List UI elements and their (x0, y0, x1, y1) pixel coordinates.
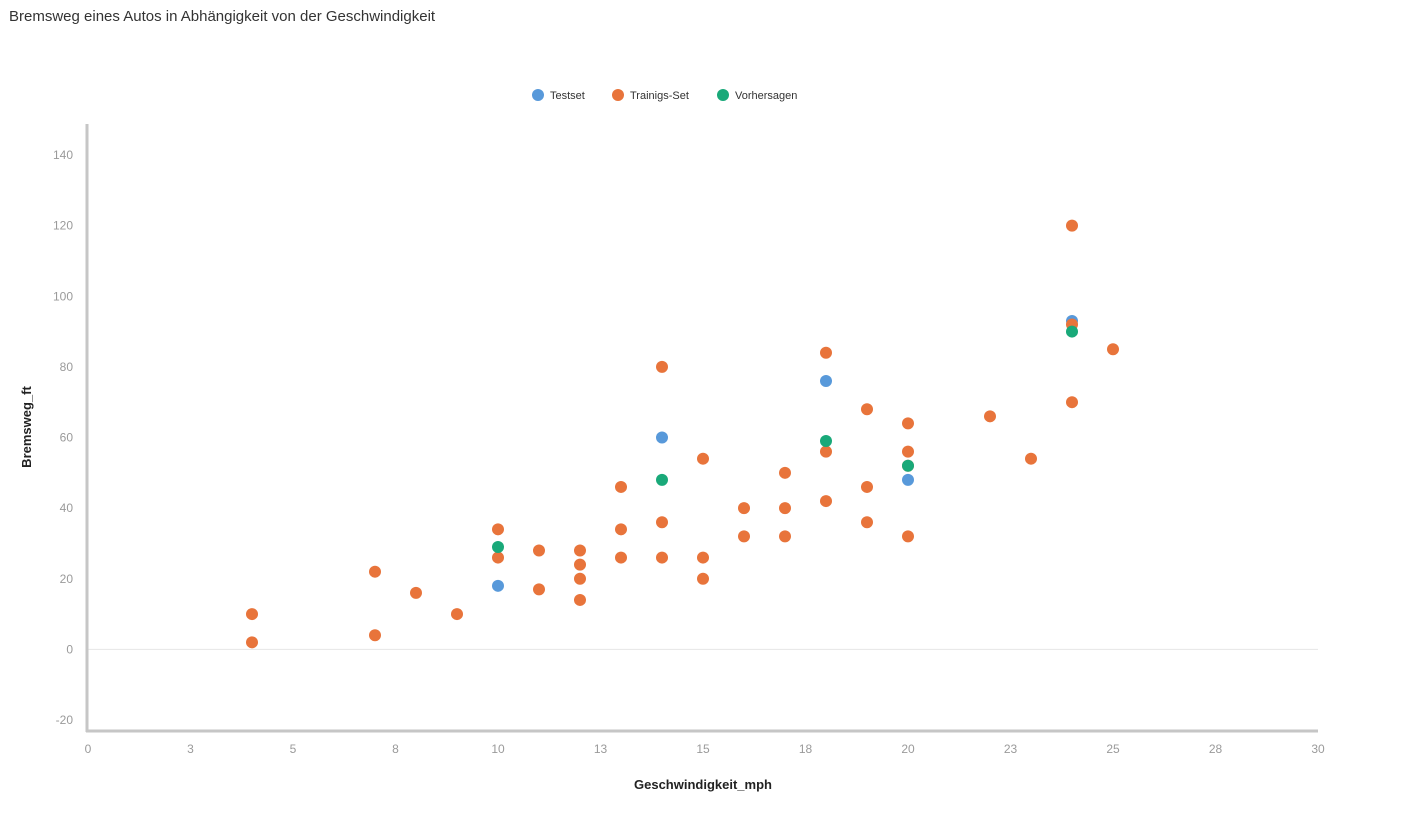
data-point[interactable] (902, 417, 914, 430)
x-tick-label: 13 (594, 742, 608, 756)
y-tick-label: 100 (53, 289, 73, 303)
y-tick-label: 0 (66, 642, 73, 656)
y-axis-title: Bremsweg_ft (19, 386, 34, 468)
legend-item[interactable]: Trainigs-Set (612, 89, 689, 102)
x-tick-label: 20 (901, 742, 915, 756)
data-point[interactable] (820, 435, 832, 448)
data-point[interactable] (984, 410, 996, 423)
y-tick-label: 120 (53, 219, 73, 233)
legend-item[interactable]: Testset (532, 89, 585, 102)
x-tick-label: 28 (1209, 742, 1223, 756)
data-point[interactable] (820, 495, 832, 508)
data-point[interactable] (246, 608, 258, 621)
data-point[interactable] (656, 516, 668, 529)
data-point[interactable] (697, 551, 709, 564)
data-point[interactable] (779, 466, 791, 479)
legend-item[interactable]: Vorhersagen (717, 89, 797, 102)
data-point[interactable] (820, 375, 832, 387)
data-point[interactable] (656, 473, 668, 486)
x-tick-label: 15 (696, 742, 710, 756)
data-point[interactable] (1107, 343, 1119, 356)
legend-marker (532, 89, 544, 101)
data-point[interactable] (902, 473, 914, 486)
y-tick-label: 140 (53, 148, 73, 162)
legend-label: Trainigs-Set (630, 90, 689, 102)
data-point[interactable] (697, 452, 709, 465)
y-tick-label: 60 (60, 431, 74, 445)
data-point[interactable] (1066, 396, 1078, 409)
legend-label: Vorhersagen (735, 90, 797, 102)
x-tick-label: 10 (491, 742, 505, 756)
y-tick-label: -20 (56, 713, 74, 727)
data-point[interactable] (820, 445, 832, 458)
data-point[interactable] (902, 530, 914, 543)
data-point[interactable] (902, 459, 914, 472)
data-point[interactable] (533, 544, 545, 557)
x-tick-label: 23 (1004, 742, 1018, 756)
data-points (246, 219, 1119, 649)
data-point[interactable] (574, 544, 586, 557)
data-point[interactable] (451, 608, 463, 621)
chart-title: Bremsweg eines Autos in Abhängigkeit von… (9, 8, 436, 25)
data-point[interactable] (492, 523, 504, 536)
data-point[interactable] (902, 445, 914, 458)
data-point[interactable] (615, 480, 627, 493)
legend-marker (612, 89, 624, 101)
x-tick-label: 25 (1106, 742, 1120, 756)
data-point[interactable] (1066, 219, 1078, 232)
data-point[interactable] (574, 558, 586, 571)
data-point[interactable] (369, 565, 381, 578)
data-point[interactable] (492, 579, 504, 592)
data-point[interactable] (492, 551, 504, 564)
data-point[interactable] (574, 572, 586, 585)
x-tick-label: 0 (85, 742, 92, 756)
data-point[interactable] (738, 530, 750, 543)
y-tick-label: 40 (60, 501, 74, 515)
data-point[interactable] (738, 502, 750, 515)
data-point[interactable] (492, 540, 504, 553)
data-point[interactable] (697, 572, 709, 585)
data-point[interactable] (656, 431, 668, 444)
x-tick-label: 30 (1311, 742, 1325, 756)
x-tick-label: 8 (392, 742, 399, 756)
legend-marker (717, 89, 729, 101)
data-point[interactable] (861, 516, 873, 529)
x-tick-label: 5 (290, 742, 297, 756)
data-point[interactable] (574, 593, 586, 606)
data-point[interactable] (1066, 325, 1078, 338)
x-axis-ticks: 0 3 5 8 10 13 15 18 20 23 25 28 30 (85, 742, 1325, 756)
y-tick-label: 20 (60, 572, 74, 586)
x-tick-label: 3 (187, 742, 194, 756)
data-point[interactable] (615, 523, 627, 536)
data-point[interactable] (1025, 452, 1037, 465)
data-point[interactable] (656, 551, 668, 564)
y-axis-ticks: -20 0 20 40 60 80 100 120 140 (53, 148, 73, 727)
legend-label: Testset (550, 90, 585, 102)
data-point[interactable] (533, 583, 545, 596)
data-point[interactable] (861, 403, 873, 416)
data-point[interactable] (820, 346, 832, 359)
data-point[interactable] (369, 629, 381, 642)
x-tick-label: 18 (799, 742, 813, 756)
data-point[interactable] (615, 551, 627, 564)
data-point[interactable] (861, 480, 873, 493)
data-point[interactable] (246, 636, 258, 649)
data-point[interactable] (779, 530, 791, 543)
data-point[interactable] (656, 360, 668, 373)
legend: Testset Trainigs-Set Vorhersagen (532, 89, 797, 102)
x-axis-title: Geschwindigkeit_mph (634, 777, 772, 792)
data-point[interactable] (779, 502, 791, 515)
y-tick-label: 80 (60, 360, 74, 374)
data-point[interactable] (410, 586, 422, 599)
